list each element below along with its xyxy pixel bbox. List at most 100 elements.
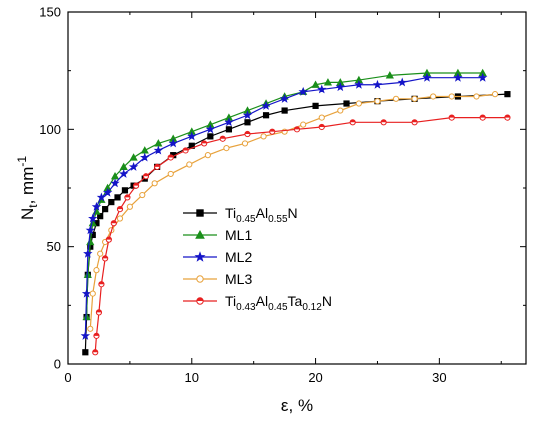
marker-fill bbox=[124, 194, 131, 198]
legend: Ti0.45Al0.55N ML1 ML2 ML3 Ti0.43Al0.45Ta0.12… bbox=[183, 205, 332, 313]
data-point bbox=[110, 220, 117, 227]
data-point bbox=[477, 72, 488, 82]
x-tick-label: 0 bbox=[64, 370, 71, 385]
data-point bbox=[83, 248, 93, 258]
data-point bbox=[374, 98, 381, 105]
data-point bbox=[168, 138, 178, 148]
series-s5 bbox=[92, 114, 511, 356]
legend-item-s3: ML2 bbox=[183, 249, 252, 265]
legend-marker bbox=[196, 275, 204, 283]
series-line-s1 bbox=[84, 93, 508, 353]
marker-fill bbox=[111, 220, 117, 224]
data-point bbox=[139, 191, 146, 199]
legend-label-subscript: 0.45 bbox=[268, 302, 288, 313]
legend-marker bbox=[194, 251, 206, 262]
data-point bbox=[119, 168, 129, 178]
marker-fill bbox=[220, 136, 226, 139]
data-point bbox=[411, 119, 418, 126]
data-point bbox=[300, 121, 307, 128]
marker-fill bbox=[201, 140, 207, 144]
series-s3 bbox=[80, 72, 488, 340]
data-point bbox=[372, 79, 383, 89]
data-point bbox=[323, 78, 333, 86]
data-point bbox=[93, 332, 100, 339]
series-line-s3 bbox=[84, 77, 483, 336]
legend-label: Ti0.43Al0.45Ta0.12N bbox=[225, 293, 332, 313]
data-point bbox=[262, 112, 270, 119]
data-point bbox=[224, 117, 234, 127]
series-s4 bbox=[87, 91, 499, 332]
marker-fill bbox=[196, 297, 204, 301]
marker-fill bbox=[480, 115, 486, 118]
legend-label-part: ML1 bbox=[225, 227, 252, 243]
data-point bbox=[293, 126, 301, 133]
data-point bbox=[318, 123, 325, 131]
y-tick-label: 50 bbox=[47, 239, 61, 254]
data-point bbox=[80, 330, 91, 340]
legend-label-part: Ti bbox=[225, 205, 236, 221]
legend-label-part: Ti bbox=[225, 293, 236, 309]
marker-fill bbox=[182, 147, 189, 151]
data-point bbox=[318, 114, 325, 121]
data-point bbox=[132, 182, 140, 189]
legend-label: ML1 bbox=[225, 227, 252, 243]
data-point bbox=[448, 114, 455, 121]
y-axis-label-sup: -1 bbox=[15, 156, 29, 167]
marker-fill bbox=[381, 119, 387, 123]
data-point bbox=[93, 267, 100, 274]
legend-item-s1: Ti0.45Al0.55N bbox=[183, 205, 298, 225]
data-point bbox=[154, 163, 161, 170]
legend-item-s4: ML3 bbox=[183, 271, 252, 287]
legend-label-part: N bbox=[322, 293, 332, 309]
data-point bbox=[89, 290, 96, 297]
data-point bbox=[124, 194, 131, 201]
marker-fill bbox=[411, 119, 418, 123]
data-point bbox=[397, 77, 407, 87]
marker-fill bbox=[96, 309, 102, 313]
marker-fill bbox=[269, 129, 275, 132]
marker-fill bbox=[244, 131, 251, 135]
data-point bbox=[354, 79, 364, 89]
data-point bbox=[317, 84, 327, 94]
data-point bbox=[182, 147, 189, 154]
data-point bbox=[105, 236, 112, 243]
data-point bbox=[223, 145, 230, 152]
data-point bbox=[337, 107, 344, 114]
data-point bbox=[140, 146, 149, 154]
data-point bbox=[153, 145, 164, 155]
marker-fill bbox=[102, 255, 108, 259]
marker-fill bbox=[319, 124, 325, 127]
data-point bbox=[102, 206, 109, 213]
data-point bbox=[129, 153, 138, 161]
data-point bbox=[448, 93, 455, 100]
data-point bbox=[205, 124, 216, 134]
data-point bbox=[151, 180, 158, 187]
legend-label-subscript: 0.45 bbox=[236, 214, 256, 225]
data-point bbox=[430, 93, 437, 100]
data-point bbox=[92, 349, 99, 356]
data-point bbox=[385, 71, 394, 79]
marker-fill bbox=[98, 281, 105, 285]
legend-label-subscript: 0.12 bbox=[302, 302, 322, 313]
y-axis-label-unit: , mm bbox=[18, 167, 37, 205]
y-tick-label: 150 bbox=[39, 5, 61, 20]
data-point bbox=[380, 119, 387, 126]
data-point bbox=[110, 178, 120, 188]
data-point bbox=[102, 255, 109, 262]
marker-fill bbox=[449, 114, 455, 118]
y-tick-label: 100 bbox=[39, 122, 61, 137]
data-point bbox=[187, 131, 197, 141]
y-axis-label: Nt, mm-1 bbox=[15, 156, 40, 220]
series-line-s5 bbox=[94, 116, 508, 353]
data-point bbox=[95, 309, 103, 316]
data-point bbox=[343, 100, 350, 107]
data-point bbox=[87, 325, 94, 332]
data-point bbox=[98, 281, 105, 288]
x-tick-label: 30 bbox=[432, 370, 446, 385]
marker-fill bbox=[168, 154, 174, 158]
data-point bbox=[311, 80, 320, 88]
data-point bbox=[126, 203, 133, 210]
data-point bbox=[269, 128, 276, 135]
legend-label-subscript: 0.43 bbox=[236, 302, 256, 313]
